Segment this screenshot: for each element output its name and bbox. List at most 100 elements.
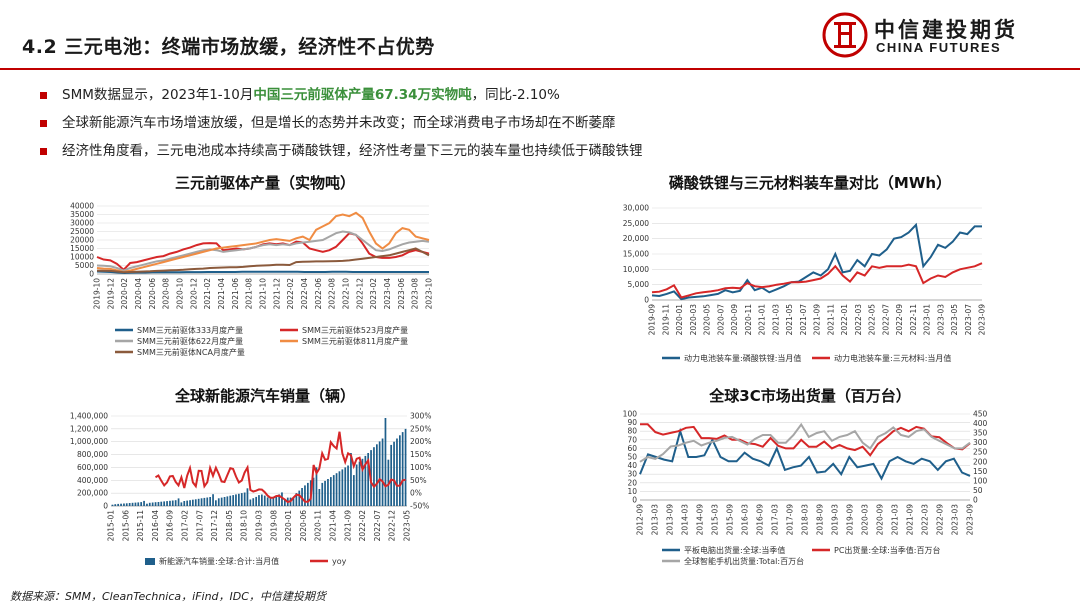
x-tick-label: 2017-09	[786, 504, 795, 536]
bullet-text: SMM数据显示，2023年1-10月	[62, 87, 254, 103]
header-divider	[0, 68, 1080, 70]
sales-bar	[197, 498, 200, 506]
sales-bar	[255, 496, 258, 506]
sales-bar	[229, 495, 232, 506]
x-tick-label: 2022-03	[921, 504, 930, 536]
sales-bar	[321, 482, 324, 506]
sales-bar	[189, 500, 191, 506]
y2-tick-label: 300%	[410, 412, 431, 421]
series-line	[96, 211, 430, 274]
y-tick-label: 0	[644, 296, 649, 305]
x-tick-label: 2021-04	[217, 278, 226, 310]
y-tick-label: 70	[627, 435, 637, 444]
sales-bar	[350, 453, 352, 506]
bullet-highlight: 中国三元前驱体产量67.34万实物吨	[253, 87, 472, 103]
y-tick-label: 30,000	[623, 204, 649, 213]
y-tick-label: 25000	[70, 227, 94, 236]
x-tick-label: 2020-06	[148, 278, 157, 310]
sales-bar	[238, 493, 240, 506]
y-tick-label: 15000	[70, 244, 94, 253]
sales-bar	[217, 498, 220, 506]
y-tick-label: 800,000	[77, 450, 108, 459]
y-tick-label: 30	[627, 470, 637, 479]
x-tick-label: 2021-02	[203, 278, 212, 310]
legend-label: SMM三元前驱体622月度产量	[137, 336, 243, 346]
x-tick-label: 2021-12	[272, 278, 281, 310]
x-tick-label: 2018-09	[816, 504, 825, 536]
x-tick-label: 2021-06	[231, 278, 240, 310]
sales-bar	[381, 438, 384, 506]
y2-tick-label: 100%	[410, 463, 431, 472]
x-tick-label: 2020-04	[134, 278, 143, 310]
legend-label: SMM三元前驱体523月度产量	[302, 325, 408, 335]
y2-tick-label: 50	[973, 486, 983, 495]
sales-bar	[131, 502, 134, 506]
y-tick-label: 600,000	[77, 463, 108, 472]
chart-lfp-vs-ncm-installs: 0 5,000 10,000 15,000 20,000 25,000 30,000 2019…	[623, 204, 987, 364]
sales-bar	[261, 494, 263, 506]
x-tick-label: 2013-09	[666, 504, 675, 536]
y-tick-label: 0	[103, 502, 108, 511]
y-tick-label: 50	[627, 453, 637, 462]
sales-bar	[171, 500, 174, 506]
sales-bar	[146, 503, 148, 506]
yoy-line	[154, 431, 406, 504]
sales-bar	[307, 482, 309, 506]
legend-label: 动力电池装车量:三元材料:当月值	[834, 353, 951, 363]
x-tick-label: 2019-11	[661, 304, 670, 336]
series-line	[96, 230, 430, 272]
x-tick-label: 2020-09	[876, 504, 885, 536]
page-title: 4.2 三元电池：终端市场放缓，经济性不占优势	[22, 36, 435, 58]
chart-title-nev-sales: 全球新能源汽车销量（辆）	[174, 387, 355, 405]
sales-bar	[376, 444, 378, 506]
legend-label: 平板电脑出货量:全球:当季值	[684, 545, 785, 555]
y2-tick-label: 250	[973, 448, 988, 457]
x-tick-label: 2021-10	[259, 278, 268, 310]
legend-label: PC出货量:全球:当季值:百万台	[834, 545, 941, 555]
chart-title-3c-shipments: 全球3C市场出货量（百万台）	[709, 387, 911, 405]
x-tick-label: 2023-09	[966, 504, 975, 536]
x-tick-label: 2022-06	[314, 278, 323, 310]
y2-tick-label: 400	[973, 419, 988, 428]
y2-tick-label: 150	[973, 467, 988, 476]
x-tick-label: 2023-10	[425, 278, 434, 310]
legend-label: SMM三元前驱体333月度产量	[137, 325, 243, 335]
x-tick-label: 2015-11	[136, 510, 145, 542]
sales-bar	[235, 494, 237, 506]
sales-bar	[275, 495, 278, 506]
sales-bar	[324, 480, 326, 506]
x-tick-label: 2021-07	[799, 304, 808, 336]
x-tick-label: 2021-03	[891, 504, 900, 536]
x-tick-label: 2020-10	[176, 278, 185, 310]
sales-bar	[378, 441, 381, 506]
sales-bar	[373, 447, 375, 506]
x-tick-label: 2015-03	[711, 504, 720, 536]
x-tick-label: 2021-09	[343, 510, 352, 542]
sales-bar	[215, 500, 217, 506]
x-tick-label: 2023-07	[964, 304, 973, 336]
sales-bar	[338, 471, 341, 506]
series-line	[640, 423, 971, 457]
logo: 中信建投期货 CHINA FUTURES	[822, 12, 1062, 60]
sales-bar	[252, 498, 255, 506]
x-tick-label: 2020-06	[299, 510, 308, 542]
sales-bar	[174, 500, 177, 506]
x-tick-label: 2022-04	[300, 278, 309, 310]
sales-bar	[269, 498, 272, 506]
y2-tick-label: 50%	[410, 476, 427, 485]
x-tick-label: 2015-09	[726, 504, 735, 536]
y-tick-label: 100	[623, 410, 638, 419]
bullet-item: 全球新能源汽车市场增速放缓，但是增长的态势并未改变；而全球消费电子市场却在不断萎…	[38, 112, 1038, 140]
sales-bar	[304, 485, 306, 506]
x-tick-label: 2021-09	[906, 504, 915, 536]
sales-bar	[192, 499, 194, 506]
x-tick-label: 2023-08	[411, 278, 420, 310]
legend-label: 全球智能手机出货量:Total:百万台	[684, 556, 804, 566]
x-tick-label: 2023-05	[403, 510, 412, 542]
sales-bar	[249, 499, 252, 506]
sales-bar	[111, 504, 114, 506]
y-tick-label: 1,000,000	[70, 437, 108, 446]
x-tick-label: 2020-07	[716, 304, 725, 336]
x-tick-label: 2022-02	[358, 510, 367, 542]
sales-bar	[258, 495, 260, 506]
